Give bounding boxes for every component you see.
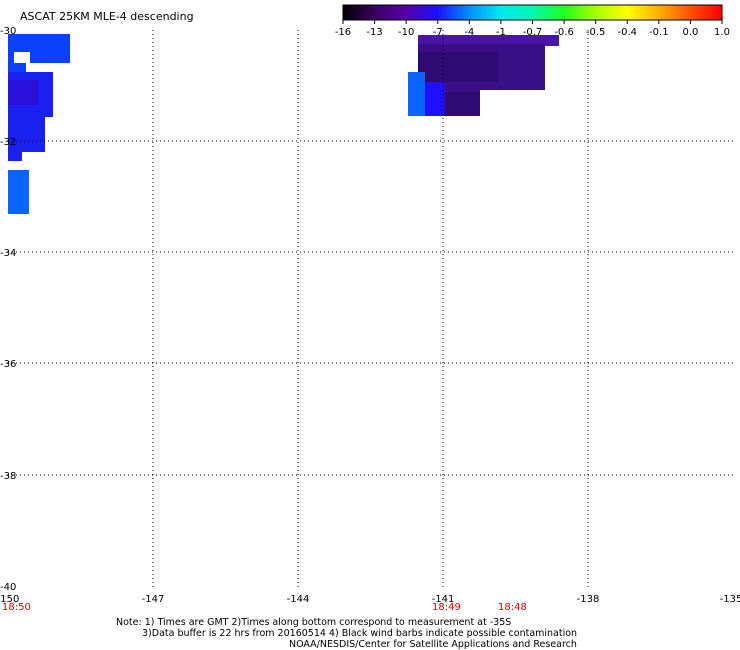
y-tick-label: -38: [0, 471, 16, 482]
x-tick-label: -144: [287, 594, 310, 605]
x-tick-label: -138: [577, 594, 600, 605]
colorbar-label: 1.0: [714, 27, 730, 38]
time-labels: 18:50 18:49 18:48: [2, 602, 527, 613]
swath-cell: [8, 80, 38, 105]
swath-left: [8, 34, 70, 214]
colorbar-label: 0.0: [682, 27, 698, 38]
colorbar-label: -13: [366, 27, 382, 38]
swath-cell: [8, 116, 45, 152]
y-tick-label: -36: [0, 359, 16, 370]
time-label: 18:49: [432, 602, 461, 613]
gridlines: [8, 30, 733, 588]
colorbar-label: -0.4: [617, 27, 637, 38]
colorbar-label: -0.5: [586, 27, 606, 38]
y-axis-labels: -30 -32 -34 -36 -38 -40: [0, 26, 16, 593]
colorbar-label: -0.6: [554, 27, 574, 38]
y-tick-label: -34: [0, 248, 16, 259]
colorbar: -16 -13 -10 -7 -4 -1 -0.7 -0.6 -0.5 -0.4 -0.1 0.0 1.…: [335, 4, 730, 38]
map-title: ASCAT 25KM MLE-4 descending: [20, 10, 194, 23]
swath-right: [408, 35, 559, 116]
footnote-line-2: 3)Data buffer is 22 hrs from 20160514 4)…: [142, 628, 578, 639]
x-axis-labels: -150 -147 -144 -141 -138 -135: [0, 594, 740, 605]
swath-cell: [418, 52, 498, 82]
swath-cell: [445, 92, 480, 116]
swath-cell: [8, 63, 26, 73]
y-tick-label: -40: [0, 582, 16, 593]
time-label: 18:48: [498, 602, 527, 613]
time-label: 18:50: [2, 602, 31, 613]
x-tick-label: -141: [432, 594, 455, 605]
swath-cell: [8, 170, 29, 214]
colorbar-label: -4: [464, 27, 474, 38]
x-tick-label: -150: [0, 594, 19, 605]
colorbar-label: -7: [433, 27, 443, 38]
swath-cell: [418, 35, 559, 46]
colorbar-label: -0.1: [649, 27, 669, 38]
x-tick-label: -135: [720, 594, 740, 605]
colorbar-labels: -16 -13 -10 -7 -4 -1 -0.7 -0.6 -0.5 -0.4 -0.1 0.0 1.…: [335, 20, 730, 38]
colorbar-label: -16: [335, 27, 351, 38]
colorbar-label: -0.7: [523, 27, 543, 38]
footnote-line-1: Note: 1) Times are GMT 2)Times along bot…: [116, 617, 512, 628]
colorbar-label: -1: [496, 27, 506, 38]
y-tick-label: -32: [0, 137, 16, 148]
swath-cell: [14, 52, 30, 64]
x-tick-label: -147: [142, 594, 165, 605]
footnote-line-3: NOAA/NESDIS/Center for Satellite Applica…: [289, 639, 577, 650]
y-tick-label: -30: [0, 26, 16, 37]
colorbar-label: -10: [398, 27, 414, 38]
swath-cell: [8, 150, 22, 161]
colorbar-gradient: [343, 5, 722, 20]
swath-cell: [425, 82, 445, 116]
colorbar-cells: [343, 5, 722, 20]
swath-cell: [408, 72, 425, 116]
